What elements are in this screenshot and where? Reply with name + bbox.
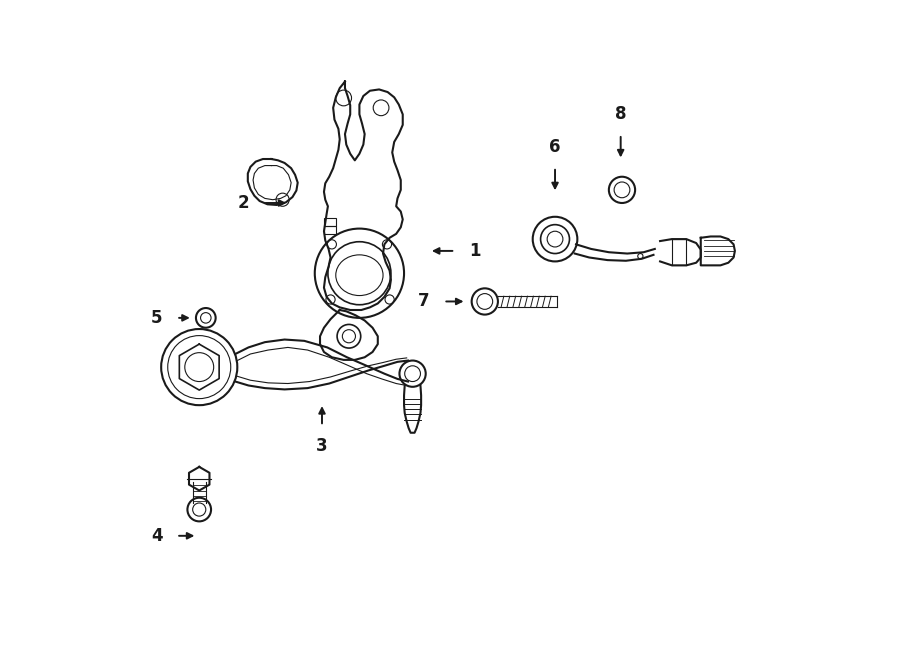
Text: 7: 7 — [418, 293, 429, 310]
Text: 1: 1 — [469, 242, 481, 260]
Text: 5: 5 — [151, 309, 162, 327]
Text: 3: 3 — [316, 437, 328, 455]
Text: 4: 4 — [151, 527, 162, 545]
Text: 2: 2 — [238, 194, 249, 212]
Text: 8: 8 — [615, 105, 626, 123]
Text: 6: 6 — [549, 138, 561, 156]
